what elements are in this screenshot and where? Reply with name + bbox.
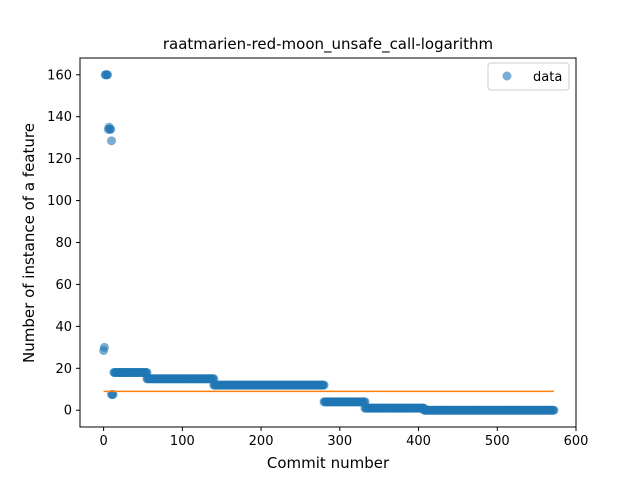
chart-title: raatmarien-red-moon_unsafe_call-logarith… <box>163 35 493 54</box>
y-axis-label: Number of instance of a feature <box>20 123 38 363</box>
x-tick-label: 0 <box>99 434 107 449</box>
x-tick-label: 200 <box>249 434 274 449</box>
y-tick-label: 140 <box>47 110 72 125</box>
legend-marker-data <box>502 71 512 81</box>
legend-label-data: data <box>533 70 562 85</box>
y-tick-label: 60 <box>55 278 72 293</box>
legend: data <box>487 62 570 91</box>
y-tick-label: 160 <box>47 68 72 83</box>
x-tick-label: 600 <box>564 434 589 449</box>
y-tick-label: 0 <box>64 404 72 419</box>
plot-frame <box>79 57 577 428</box>
x-axis-ticks: 0 100 200 300 400 500 600 <box>99 427 588 449</box>
x-tick-label: 300 <box>327 434 352 449</box>
data-point <box>549 405 559 415</box>
y-axis-ticks: 0 20 40 60 80 100 120 140 160 <box>47 68 80 419</box>
x-tick-label: 400 <box>406 434 431 449</box>
legend-frame <box>487 62 570 91</box>
data-points <box>99 70 559 415</box>
x-tick-label: 100 <box>170 434 195 449</box>
data-point <box>106 136 116 146</box>
y-tick-label: 100 <box>47 194 72 209</box>
y-tick-label: 20 <box>55 362 72 377</box>
data-point <box>108 390 118 400</box>
y-tick-label: 120 <box>47 152 72 167</box>
data-point <box>103 70 113 80</box>
x-axis-label: Commit number <box>267 454 390 472</box>
data-point <box>99 342 109 352</box>
data-point <box>319 380 329 390</box>
y-tick-label: 40 <box>55 320 72 335</box>
data-point <box>106 124 116 134</box>
y-tick-label: 80 <box>55 236 72 251</box>
x-tick-label: 500 <box>485 434 510 449</box>
